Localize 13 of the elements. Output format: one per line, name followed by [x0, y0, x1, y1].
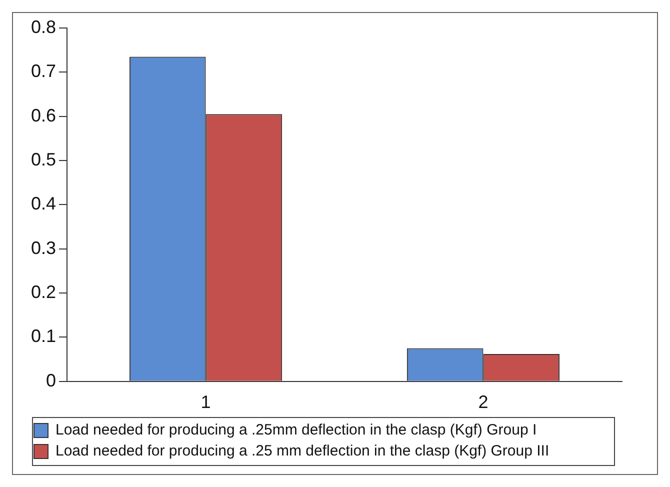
- legend-label: Load needed for producing a .25 mm deflection in the clasp (Kgf) Group III: [56, 442, 550, 460]
- y-tick-label: 0.1: [30, 326, 56, 346]
- y-tick-label: 0.7: [30, 61, 56, 82]
- y-tick-label: 0: [46, 370, 56, 390]
- y-tick-label: 0.4: [30, 194, 56, 214]
- legend-label: Load needed for producing a .25mm deflection in the clasp (Kgf) Group I: [56, 422, 537, 439]
- y-tick-label: 0.5: [30, 149, 56, 170]
- x-tick-label: 2: [478, 392, 488, 412]
- x-tick-label: 1: [200, 392, 211, 412]
- y-tick-label: 0.8: [30, 16, 56, 37]
- y-tick-label: 0.6: [30, 105, 56, 126]
- y-tick-label: 0.2: [30, 282, 56, 302]
- y-tick-label: 0.3: [30, 238, 56, 258]
